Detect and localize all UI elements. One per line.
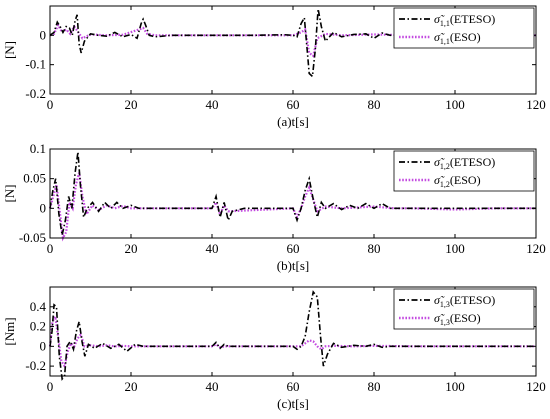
panel-0: 0 20 40 60 80 100 1200-0.1-0.2(a)t[s][N]σ̃1,1(… bbox=[2, 5, 546, 129]
y-tick-label: -0.2 bbox=[25, 358, 46, 373]
y-tick-label: 0 bbox=[40, 200, 47, 215]
legend-entry: σ̃1,1(ESO) bbox=[434, 30, 481, 46]
x-tick-label: 0 bbox=[47, 241, 54, 256]
x-tick-label: 80 bbox=[368, 379, 381, 394]
legend-symbol: σ̃ bbox=[434, 12, 445, 26]
legend-box bbox=[393, 7, 535, 49]
y-tick-label: 0 bbox=[40, 27, 47, 42]
legend-method: (ETESO) bbox=[450, 293, 495, 307]
legend-subscript: 1,3 bbox=[440, 318, 450, 327]
x-tick-label: 20 bbox=[125, 379, 138, 394]
y-tick-label: 0.4 bbox=[30, 299, 47, 314]
legend-entry: σ̃1,3(ESO) bbox=[434, 311, 481, 327]
legend-symbol: σ̃ bbox=[434, 173, 445, 187]
y-tick-label: -0.1 bbox=[25, 57, 46, 72]
y-axis-label: [N] bbox=[2, 41, 17, 59]
legend-symbol: σ̃ bbox=[434, 293, 445, 307]
y-tick-label: -0.05 bbox=[19, 230, 46, 245]
legend: σ̃1,1(ETESO)σ̃1,1(ESO) bbox=[393, 7, 535, 49]
y-axis-label: [N] bbox=[2, 184, 17, 202]
y-tick-label: 0.2 bbox=[30, 319, 46, 334]
legend-entry: σ̃1,1(ETESO) bbox=[434, 12, 495, 28]
legend-entry: σ̃1,2(ETESO) bbox=[434, 155, 495, 171]
x-tick-label: 80 bbox=[368, 97, 381, 112]
x-tick-label: 60 bbox=[287, 241, 300, 256]
panel-2: 0 20 40 60 80 100 1200.40.20-0.2(c)t[s][Nm]σ̃1… bbox=[2, 286, 546, 411]
x-tick-label: 20 bbox=[125, 241, 138, 256]
legend-box bbox=[393, 288, 535, 330]
legend-subscript: 1,2 bbox=[440, 180, 450, 189]
x-tick-label: 0 bbox=[47, 379, 54, 394]
series-line-2-0 bbox=[49, 290, 536, 381]
series-line-2-1 bbox=[48, 313, 536, 369]
legend-method: (ETESO) bbox=[450, 12, 495, 26]
x-tick-label: 120 bbox=[526, 97, 546, 112]
x-tick-label: 120 bbox=[526, 379, 546, 394]
legend-subscript: 1,2 bbox=[440, 162, 450, 171]
x-tick-label: 120 bbox=[526, 241, 546, 256]
x-tick-label: 60 bbox=[287, 97, 300, 112]
legend: σ̃1,3(ETESO)σ̃1,3(ESO) bbox=[393, 288, 535, 330]
legend-subscript: 1,1 bbox=[440, 19, 450, 28]
legend-symbol: σ̃ bbox=[434, 311, 445, 325]
x-tick-label: 40 bbox=[206, 97, 219, 112]
panel-1: 0 20 40 60 80 100 1200.10.050-0.05(b)t[s][N]σ̃… bbox=[2, 141, 546, 273]
legend-entry: σ̃1,3(ETESO) bbox=[434, 293, 495, 309]
y-tick-label: 0.05 bbox=[23, 171, 46, 186]
x-tick-label: 80 bbox=[368, 241, 381, 256]
x-tick-label: 40 bbox=[206, 379, 219, 394]
x-tick-label: 100 bbox=[445, 379, 465, 394]
legend-box bbox=[393, 150, 535, 192]
x-tick-label: 20 bbox=[125, 97, 138, 112]
series-line-1-0 bbox=[49, 151, 536, 236]
panels: 0 20 40 60 80 100 1200-0.1-0.2(a)t[s][N]σ̃1,1(… bbox=[2, 5, 546, 411]
legend-symbol: σ̃ bbox=[434, 30, 445, 44]
x-axis-label: (c)t[s] bbox=[277, 396, 309, 411]
x-tick-label: 60 bbox=[287, 379, 300, 394]
series-line-0-1 bbox=[49, 22, 536, 58]
legend-subscript: 1,3 bbox=[440, 300, 450, 309]
legend-method: (ETESO) bbox=[450, 155, 495, 169]
legend-entry: σ̃1,2(ESO) bbox=[434, 173, 481, 189]
legend: σ̃1,2(ETESO)σ̃1,2(ESO) bbox=[393, 150, 535, 192]
x-tick-label: 100 bbox=[445, 97, 465, 112]
y-tick-label: -0.2 bbox=[25, 86, 46, 101]
x-tick-label: 40 bbox=[206, 241, 219, 256]
x-axis-label: (a)t[s] bbox=[277, 114, 309, 129]
legend-method: (ESO) bbox=[450, 30, 481, 44]
legend-symbol: σ̃ bbox=[434, 155, 445, 169]
y-axis-label: [Nm] bbox=[2, 317, 17, 345]
x-tick-label: 0 bbox=[47, 97, 54, 112]
series-line-0-0 bbox=[49, 8, 536, 79]
legend-subscript: 1,1 bbox=[440, 37, 450, 46]
legend-method: (ESO) bbox=[450, 311, 481, 325]
y-tick-label: 0.1 bbox=[30, 141, 46, 156]
x-tick-label: 100 bbox=[445, 241, 465, 256]
legend-method: (ESO) bbox=[450, 173, 481, 187]
y-tick-label: 0 bbox=[40, 338, 47, 353]
x-axis-label: (b)t[s] bbox=[277, 258, 310, 273]
